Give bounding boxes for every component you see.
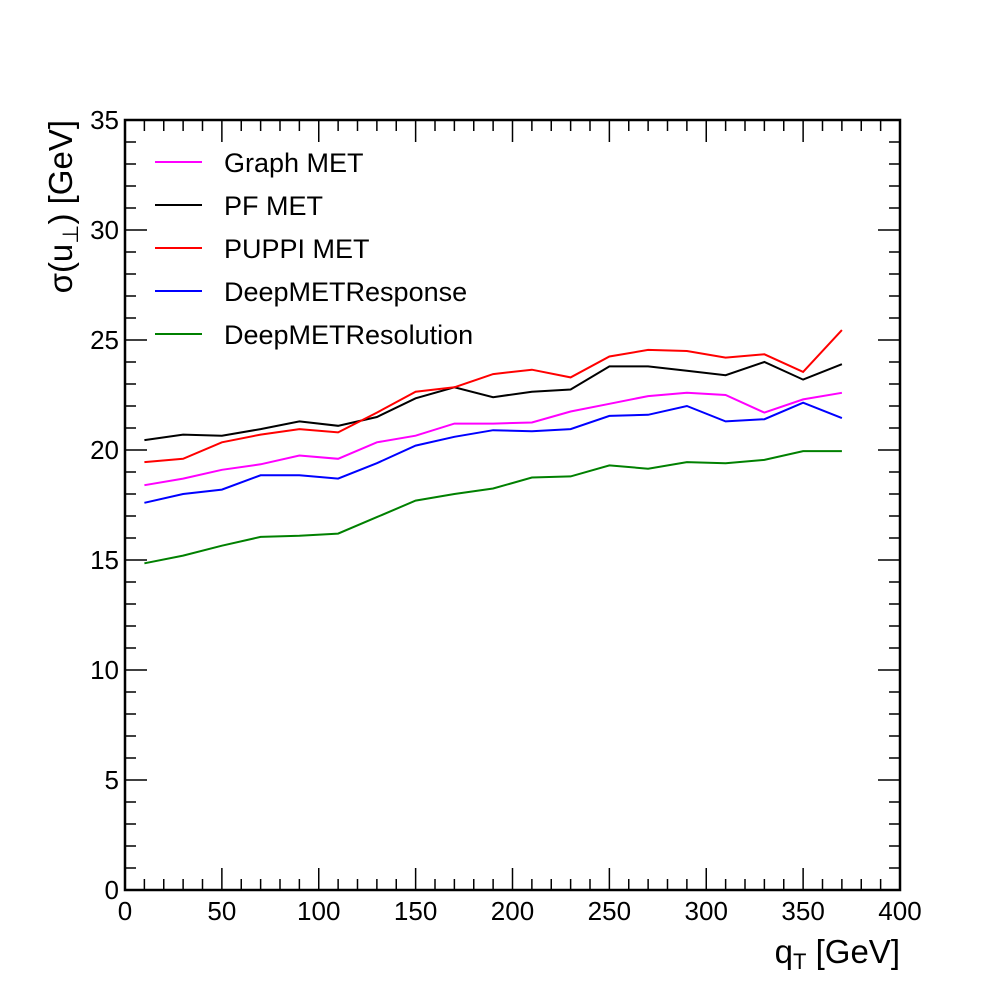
x-axis-title-main: q: [775, 933, 793, 970]
y-tick-label: 20: [90, 435, 119, 465]
series-layer: [144, 329, 843, 565]
series-line-2: [144, 329, 843, 464]
y-tick-label: 30: [90, 215, 119, 245]
x-tick-label: 400: [878, 896, 921, 926]
x-tick-label: 150: [394, 896, 437, 926]
series-line-0: [144, 391, 843, 487]
y-tick-label: 25: [90, 325, 119, 355]
x-tick-label: 350: [781, 896, 824, 926]
x-tick-label: 250: [588, 896, 631, 926]
legend-label-0: Graph MET: [224, 148, 364, 178]
x-tick-label: 0: [118, 896, 132, 926]
series-line-4: [144, 450, 842, 565]
x-tick-label: 200: [491, 896, 534, 926]
y-axis-title-sub: ⊥: [58, 225, 83, 244]
legend-label-2: PUPPI MET: [224, 234, 370, 264]
x-tick-label: 100: [297, 896, 340, 926]
legend-label-1: PF MET: [224, 191, 323, 221]
series-line-3: [144, 401, 843, 504]
y-axis-title-main: σ(u: [42, 244, 79, 294]
y-tick-label: 35: [90, 105, 119, 135]
x-tick-label: 50: [207, 896, 236, 926]
tick-labels: 0 50 100 150 200 250 300 350 400 0 5 10 15 20 25 30 35: [90, 105, 922, 926]
y-tick-label: 10: [90, 655, 119, 685]
y-tick-label: 0: [105, 875, 119, 905]
y-axis-title-unit: ) [GeV]: [42, 120, 79, 225]
plot-frame: [123, 118, 902, 892]
legend-label-3: DeepMETResponse: [224, 277, 467, 307]
legend-label-4: DeepMETResolution: [224, 320, 473, 350]
y-axis-title: σ(u⊥) [GeV]: [42, 120, 83, 293]
x-axis-title-sub: T: [793, 949, 806, 974]
x-axis-title: qT [GeV]: [775, 933, 900, 974]
y-tick-label: 5: [105, 765, 119, 795]
y-tick-label: 15: [90, 545, 119, 575]
series-line-1: [144, 360, 843, 442]
legend: Graph MET PF MET PUPPI MET DeepMETResponse D…: [155, 148, 473, 350]
x-tick-label: 300: [685, 896, 728, 926]
x-axis-title-unit: [GeV]: [806, 933, 900, 970]
